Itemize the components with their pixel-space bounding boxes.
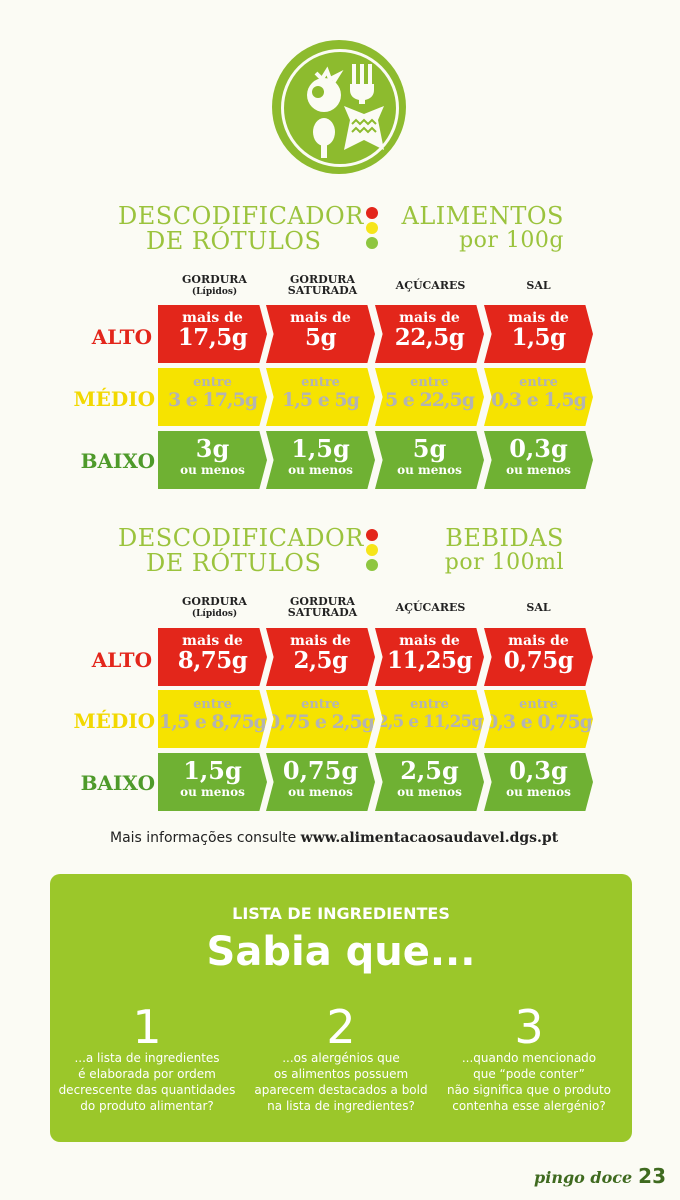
row-label-medio: MÉDIO bbox=[73, 387, 155, 411]
section2-heading-right-2: por 100ml bbox=[444, 550, 564, 575]
table-cell: mais de 22,5g bbox=[375, 305, 484, 363]
table-cell: 1,5g ou menos bbox=[266, 431, 375, 489]
table-cell: 1,5g ou menos bbox=[158, 753, 267, 811]
section2-col-header: AÇÚCARES bbox=[395, 601, 466, 614]
table-cell: mais de 1,5g bbox=[484, 305, 593, 363]
table-cell: mais de 2,5g bbox=[266, 628, 375, 686]
brand-logo: pingo doce bbox=[534, 1168, 633, 1187]
table-cell: 0,3g ou menos bbox=[484, 753, 593, 811]
section1-heading-right-1: ALIMENTOS bbox=[401, 202, 564, 230]
table-cell: entre 0,3 e 0,75g bbox=[484, 690, 593, 748]
section2-col-header: SAL bbox=[526, 601, 551, 614]
footer: pingo doce 23 bbox=[534, 1164, 666, 1188]
table-cell: mais de 17,5g bbox=[158, 305, 267, 363]
panel-title: Sabia que... bbox=[206, 929, 476, 975]
section1-col-header: SAL bbox=[526, 279, 551, 292]
traffic-light-icon bbox=[366, 207, 378, 249]
section1-col-header: GORDURA SATURADA bbox=[287, 273, 358, 297]
table-cell: mais de 8,75g bbox=[158, 628, 267, 686]
table-cell: entre 0,3 e 1,5g bbox=[484, 368, 593, 426]
item-number: 1 bbox=[132, 1000, 162, 1054]
table-cell: entre 1,5 e 8,75g bbox=[158, 690, 267, 748]
table-cell: entre 2,5 e 11,25g bbox=[375, 690, 484, 748]
section2-heading-left-2: DE RÓTULOS bbox=[146, 549, 322, 577]
item-text: ...quando mencionado que “pode conter” não… bbox=[446, 1051, 612, 1113]
ingredients-panel: LISTA DE INGREDIENTES Sabia que... 1 ...… bbox=[50, 874, 632, 1142]
section2-col-header: GORDURA SATURADA bbox=[287, 595, 358, 619]
table-cell: 5g ou menos bbox=[375, 431, 484, 489]
row-label-alto: ALTO bbox=[91, 325, 152, 349]
more-info-link[interactable]: www.alimentacaosaudavel.dgs.pt bbox=[300, 830, 559, 846]
panel-subtitle: LISTA DE INGREDIENTES bbox=[232, 904, 450, 923]
table-cell: entre 3 e 17,5g bbox=[158, 368, 267, 426]
table-cell: mais de 0,75g bbox=[484, 628, 593, 686]
table-cell: 0,75g ou menos bbox=[266, 753, 375, 811]
row-label-medio: MÉDIO bbox=[73, 709, 155, 733]
item-text: ...os alergénios que os alimentos possuem… bbox=[254, 1051, 428, 1113]
table-cell: entre 5 e 22,5g bbox=[375, 368, 484, 426]
section1-heading-left-1: DESCODIFICADOR bbox=[118, 202, 364, 230]
section1-col-header: GORDURA (Lípidos) bbox=[182, 273, 247, 297]
table-cell: 0,3g ou menos bbox=[484, 431, 593, 489]
section2-heading-left-1: DESCODIFICADOR bbox=[118, 524, 364, 552]
more-info-text: Mais informações consulte bbox=[110, 830, 301, 846]
table-cell: mais de 11,25g bbox=[375, 628, 484, 686]
table-cell: mais de 5g bbox=[266, 305, 375, 363]
section2-col-header: GORDURA (Lípidos) bbox=[182, 595, 247, 619]
table-cell: 2,5g ou menos bbox=[375, 753, 484, 811]
row-label-baixo: BAIXO bbox=[80, 771, 155, 795]
section1-col-header: AÇÚCARES bbox=[395, 279, 466, 292]
item-number: 3 bbox=[514, 1000, 544, 1054]
food-logo-icon bbox=[272, 40, 406, 174]
table-cell: 3g ou menos bbox=[158, 431, 267, 489]
table-cell: entre 1,5 e 5g bbox=[266, 368, 375, 426]
traffic-light-icon bbox=[366, 529, 378, 571]
section1-heading-right-2: por 100g bbox=[459, 228, 564, 253]
row-label-alto: ALTO bbox=[91, 648, 152, 672]
table-cell: entre 0,75 e 2,5g bbox=[266, 690, 375, 748]
section2-heading-right-1: BEBIDAS bbox=[445, 524, 564, 552]
row-label-baixo: BAIXO bbox=[80, 449, 155, 473]
more-info-line: Mais informações consulte www.alimentaca… bbox=[110, 830, 558, 846]
item-text: ...a lista de ingredientes é elaborada po… bbox=[58, 1051, 236, 1113]
page-number: 23 bbox=[638, 1164, 666, 1188]
section1-heading-left-2: DE RÓTULOS bbox=[146, 227, 322, 255]
item-number: 2 bbox=[326, 1000, 356, 1054]
